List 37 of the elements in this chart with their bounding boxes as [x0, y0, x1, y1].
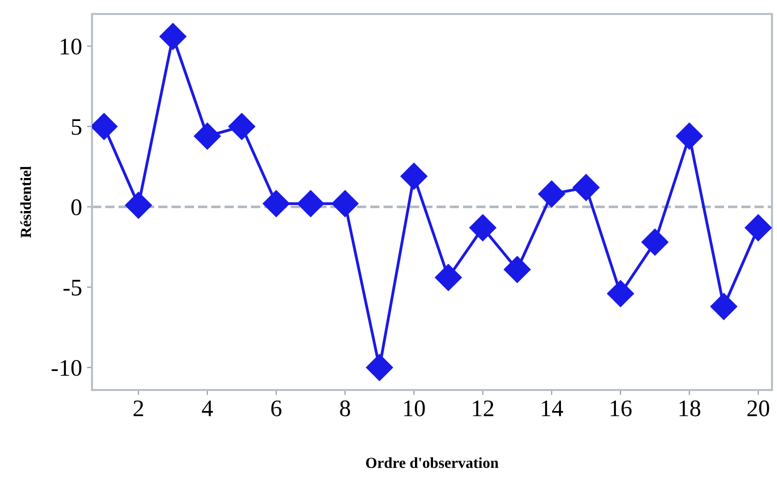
point [641, 228, 668, 256]
point [572, 174, 600, 201]
y-tick-label: 5 [72, 119, 82, 135]
point [434, 264, 462, 291]
point [228, 113, 256, 140]
y-tick-label: -5 [63, 280, 82, 296]
point [744, 214, 772, 242]
y-tick-label: 0 [71, 199, 82, 216]
x-tick-label: 16 [610, 400, 632, 416]
y-tick-label: -10 [52, 360, 82, 376]
point [607, 280, 634, 308]
point [538, 180, 566, 208]
x-tick-label: 12 [473, 400, 494, 416]
point [332, 190, 359, 218]
point [469, 214, 496, 242]
point [710, 292, 738, 320]
x-axis-title: Ordre d'observation [366, 457, 498, 468]
point [366, 354, 393, 381]
x-tick-label: 4 [202, 400, 213, 416]
point [92, 113, 118, 140]
x-tick-label: 14 [542, 400, 564, 416]
point [159, 23, 186, 50]
point [400, 162, 428, 190]
point [504, 256, 531, 283]
x-tick-label: 20 [747, 400, 770, 416]
point [262, 190, 290, 218]
x-tick-label: 10 [404, 400, 425, 416]
point [125, 192, 152, 219]
x-tick-label: 2 [134, 400, 144, 416]
y-tick-label: 10 [60, 38, 82, 55]
x-tick-label: 8 [340, 400, 350, 416]
x-tick-label: 18 [680, 400, 700, 416]
y-axis-title: Résidentiel [20, 166, 32, 238]
x-tick-label: 6 [271, 400, 282, 416]
point [297, 190, 324, 218]
point [194, 122, 221, 150]
point [676, 122, 703, 150]
